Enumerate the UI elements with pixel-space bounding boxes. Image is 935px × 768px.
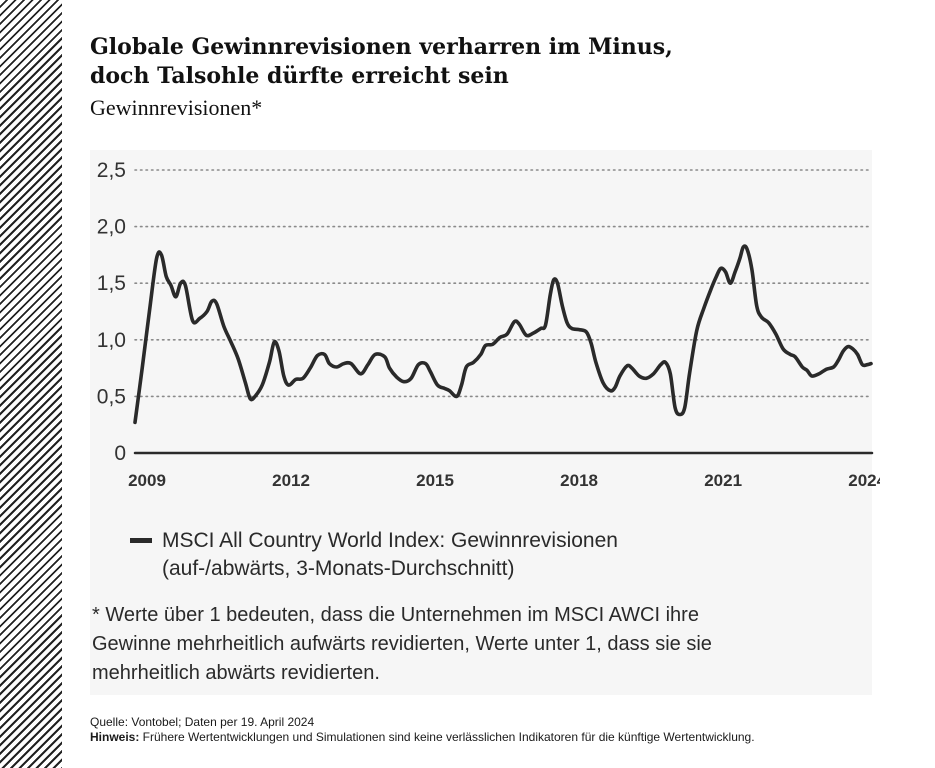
source-note: Quelle: Vontobel; Daten per 19. April 20… (90, 715, 755, 745)
legend-swatch (130, 538, 152, 543)
y-tick-label: 2,0 (97, 216, 126, 239)
footnote-line: * Werte über 1 bedeuten, dass die Untern… (92, 604, 699, 626)
x-tick-label: 2021 (704, 471, 742, 490)
y-tick-label: 0,5 (97, 385, 126, 408)
footnote-line: mehrheitlich abwärts revidierten. (92, 662, 380, 684)
footnote: * Werte über 1 bedeuten, dass die Untern… (92, 601, 872, 688)
x-tick-label: 2012 (272, 471, 310, 490)
legend-label: MSCI All Country World Index: Gewinnrevi… (162, 527, 618, 583)
title-line: Globale Gewinnrevisionen verharren im Mi… (90, 34, 673, 60)
legend: MSCI All Country World Index: Gewinnrevi… (130, 527, 618, 583)
source-line: Quelle: Vontobel; Daten per 19. April 20… (90, 715, 315, 729)
chart-subtitle: Gewinnrevisionen* (90, 95, 263, 120)
line-chart: 0 0,5 1,0 1,5 2,0 2,5 2009 2012 2015 2018 2021 202… (97, 159, 880, 490)
legend-line: (auf-/abwärts, 3-Monats-Durchschnitt) (162, 557, 515, 580)
x-axis-ticks: 2009 2012 2015 2018 2021 2024 (128, 471, 880, 490)
series-line (133, 244, 873, 425)
gridlines (133, 169, 874, 455)
chart-title: Globale Gewinnrevisionen verharren im Mi… (90, 33, 890, 91)
chart-panel (90, 150, 872, 695)
y-axis-ticks: 0 0,5 1,0 1,5 2,0 2,5 (97, 159, 126, 465)
y-tick-label: 0 (114, 442, 126, 465)
hatched-side-border (0, 0, 62, 768)
legend-line: MSCI All Country World Index: Gewinnrevi… (162, 529, 618, 552)
x-tick-label: 2024 (848, 471, 880, 490)
footnote-line: Gewinne mehrheitlich aufwärts revidierte… (92, 633, 712, 655)
x-tick-label: 2015 (416, 471, 454, 490)
title-line: doch Talsohle dürfte erreicht sein (90, 63, 509, 89)
y-tick-label: 1,0 (97, 329, 126, 352)
hinweis-text: Frühere Wertentwicklungen und Simulation… (139, 730, 755, 744)
hinweis-line: Hinweis: Frühere Wertentwicklungen und S… (90, 730, 755, 745)
x-tick-label: 2018 (560, 471, 598, 490)
series-group (133, 244, 873, 425)
y-tick-label: 2,5 (97, 159, 126, 182)
x-tick-label: 2009 (128, 471, 166, 490)
hinweis-label: Hinweis: (90, 730, 140, 744)
y-tick-label: 1,5 (97, 272, 126, 295)
